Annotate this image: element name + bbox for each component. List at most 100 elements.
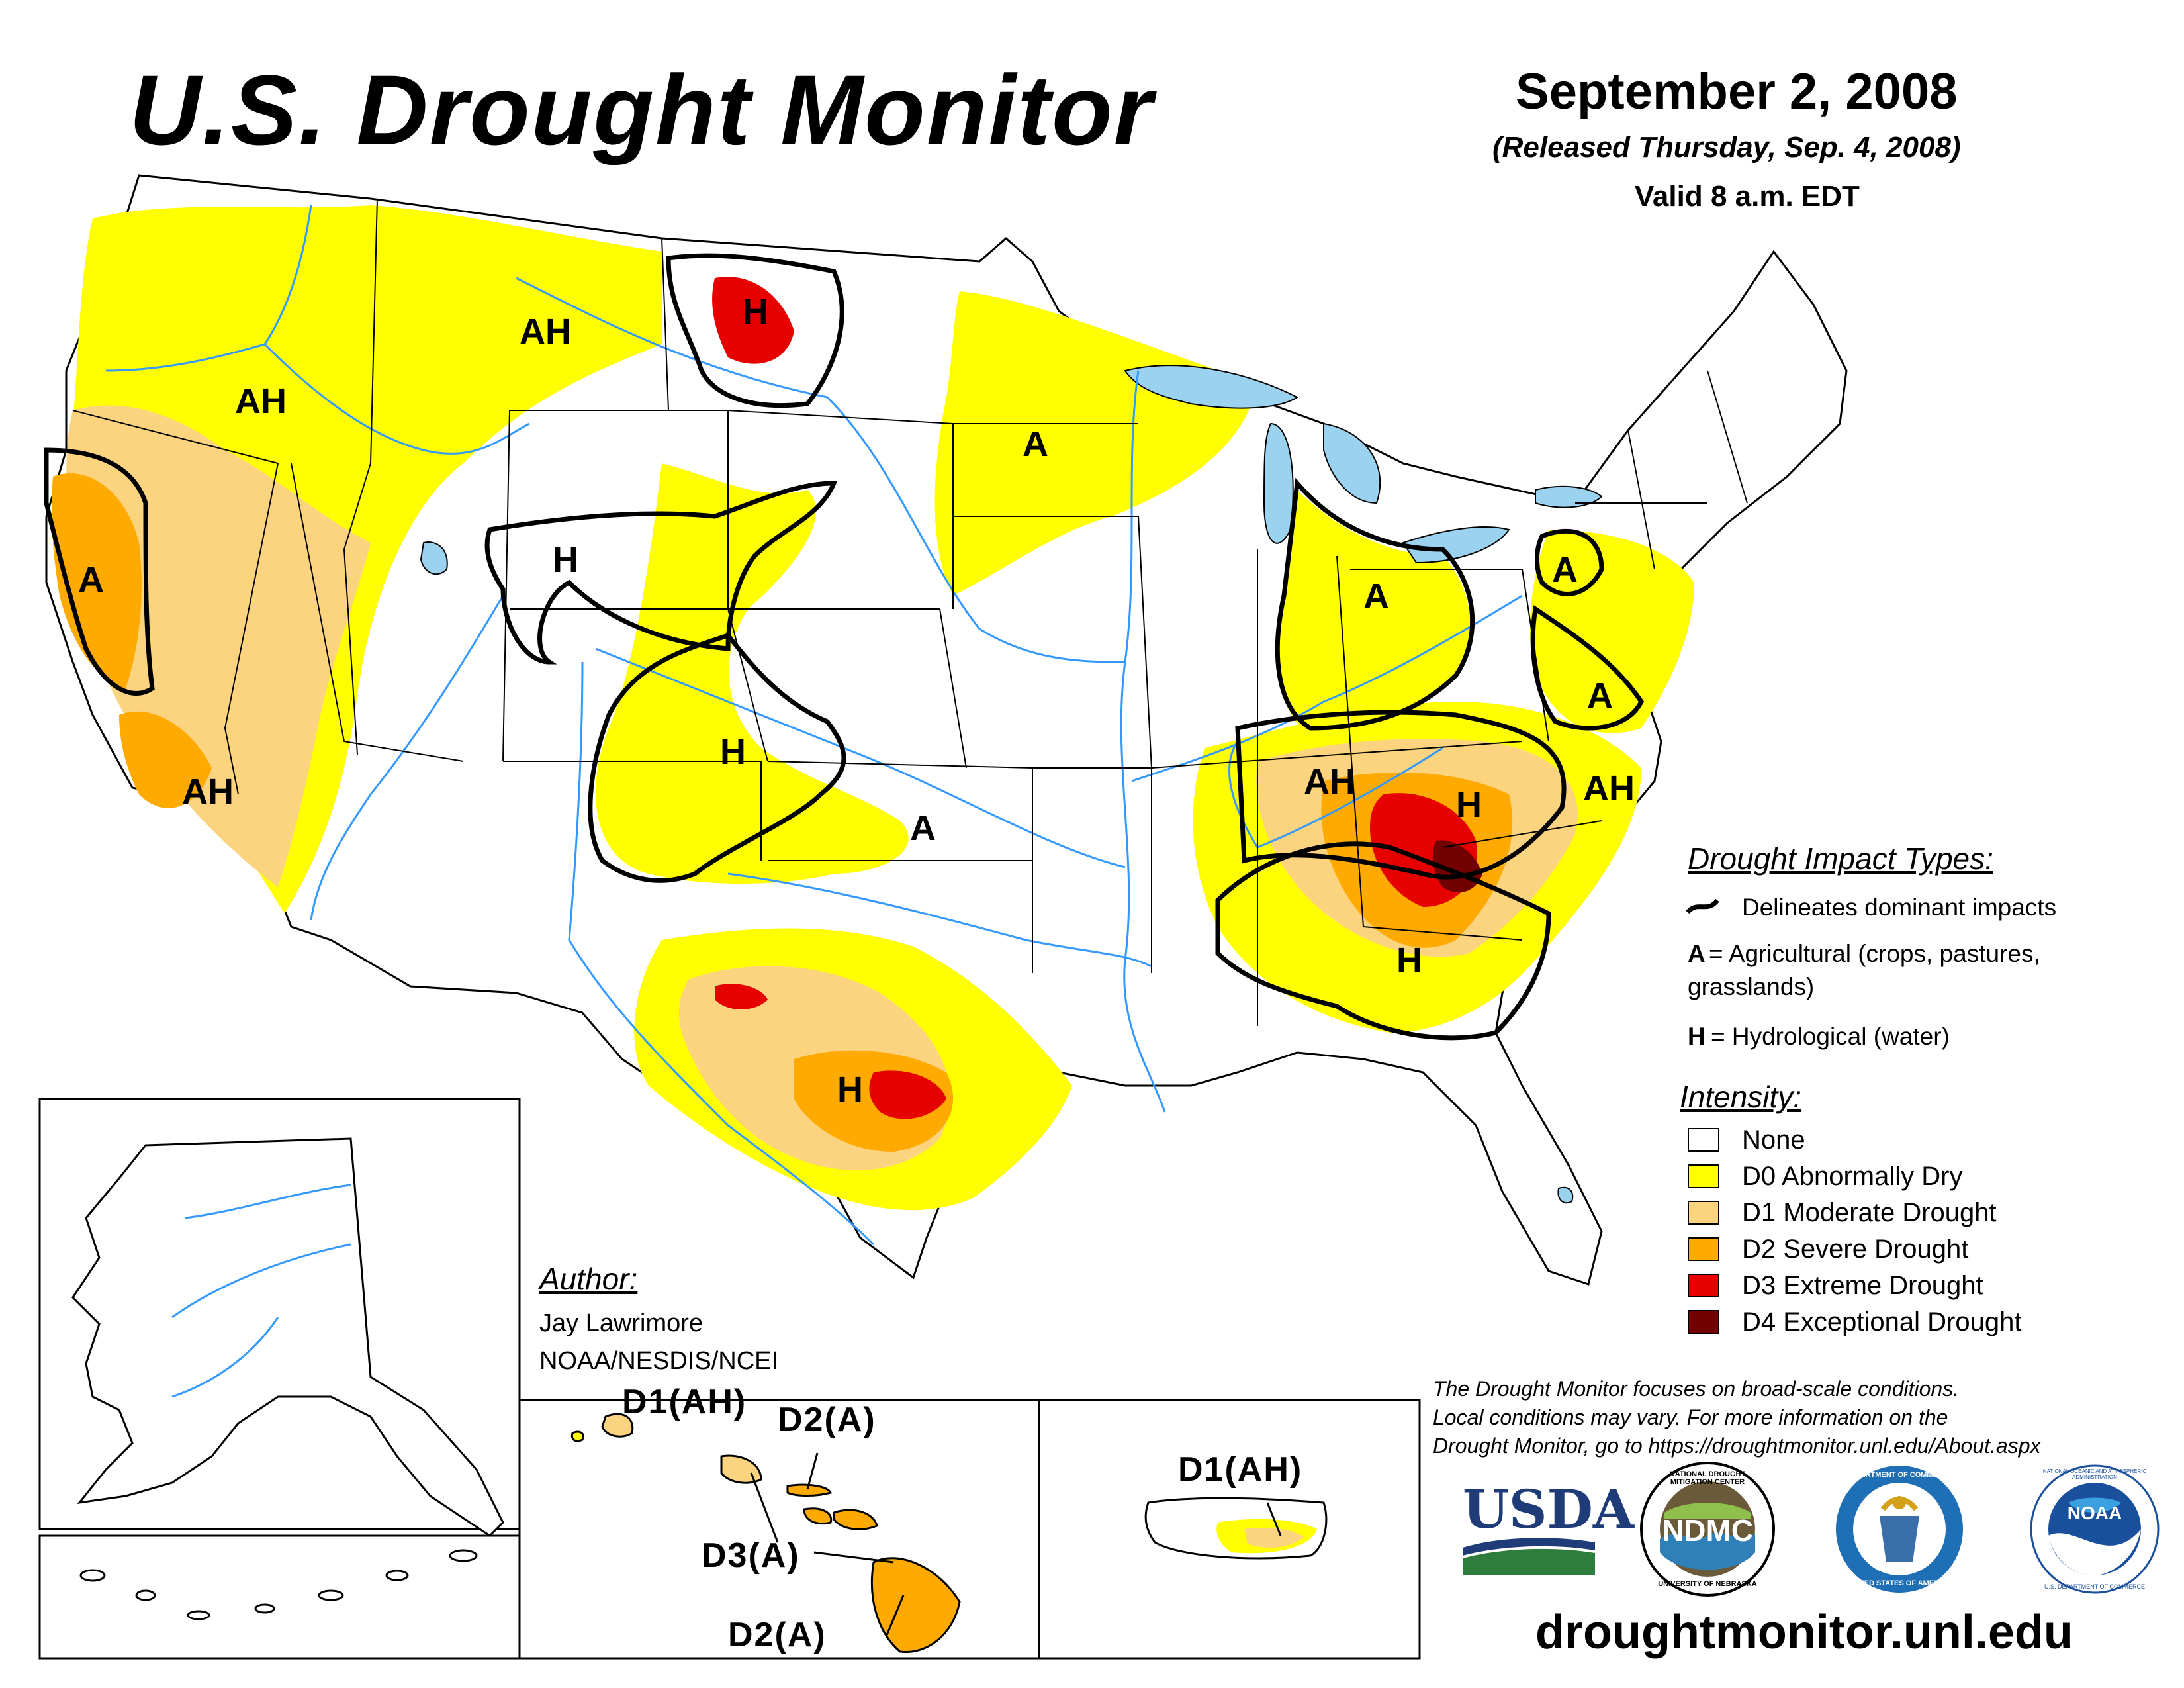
ohio-river (1131, 594, 1523, 782)
commerce-logo: DEPARTMENT OF COMMERCE UNITED STATES OF … (1833, 1463, 1966, 1595)
label-a-virginia: A (1587, 676, 1613, 716)
legend-swatch-d2 (1688, 1237, 1719, 1261)
impact-line-southern-plains (588, 632, 846, 883)
usda-logo-text: USDA (1463, 1478, 1634, 1540)
author-org: NOAA/NESDIS/NCEI (539, 1347, 779, 1375)
label-hawaii-d3a: D3(A) (702, 1536, 800, 1575)
legend-label-d0: D0 Abnormally Dry (1742, 1162, 1963, 1191)
impact-line-central-rockies (484, 481, 838, 665)
puerto-rico-d1 (1244, 1528, 1304, 1548)
ndmc-ring-top: NATIONAL DROUGHT MITIGATION CENTER (1669, 1470, 1746, 1486)
d1-west (66, 405, 371, 887)
note-line-3: Drought Monitor, go to https://droughtmo… (1433, 1434, 2041, 1458)
mississippi-river (1120, 370, 1166, 1113)
author-name: Jay Lawrimore (539, 1309, 704, 1337)
impact-h-key: H (1688, 1023, 1706, 1050)
legend-swatch-d1 (1688, 1201, 1719, 1225)
label-ah-montana: AH (520, 312, 571, 352)
impact-line-southeast-upper (1235, 710, 1567, 880)
d0-mid-atlantic (1529, 530, 1694, 733)
impact-a-key: A (1688, 940, 1706, 967)
release-date: (Released Thursday, Sep. 4, 2008) (1492, 131, 1961, 164)
snake-river (263, 343, 530, 455)
impact-a-desc-2: grasslands) (1688, 973, 1815, 1000)
note-line-1: The Drought Monitor focuses on broad-sca… (1433, 1377, 1960, 1401)
label-h-north-dakota: H (743, 292, 768, 332)
label-h-wyoming: H (553, 540, 578, 580)
legend-label-d2: D2 Severe Drought (1742, 1235, 1969, 1264)
legend-label-d1: D1 Moderate Drought (1742, 1198, 1997, 1227)
lake-ontario (1535, 485, 1603, 508)
red-river (727, 872, 1152, 968)
legend-label-d4: D4 Exceptional Drought (1742, 1307, 2022, 1336)
impact-line-northeast (1535, 528, 1604, 596)
legend-swatch-d0 (1688, 1164, 1719, 1188)
impact-h-desc: = Hydrological (water) (1711, 1023, 1950, 1050)
label-h-tennessee: H (1456, 785, 1482, 825)
label-a-minnesota: A (1023, 424, 1048, 464)
noaa-logo-text: NOAA (2067, 1503, 2122, 1523)
great-salt-lake (420, 541, 448, 575)
note-line-2: Local conditions may vary. For more info… (1433, 1405, 1948, 1429)
footer-url[interactable]: droughtmonitor.unl.edu (1535, 1606, 2073, 1659)
valid-time: Valid 8 a.m. EDT (1635, 180, 1860, 212)
rio-grande (568, 661, 875, 1246)
impact-a-desc: = Agricultural (crops, pastures, (1709, 940, 2040, 967)
d3-central-texas (869, 1070, 946, 1119)
rivers (105, 205, 1523, 1246)
impact-boundaries (44, 253, 1645, 1041)
alaska-outline (71, 1137, 504, 1537)
arkansas-river (595, 647, 1126, 868)
impact-legend-title: Drought Impact Types: (1688, 841, 1993, 876)
ndmc-logo: NDMC NATIONAL DROUGHT MITIGATION CENTER … (1638, 1460, 1777, 1599)
impact-line-southeast-lower (1215, 841, 1551, 1041)
noaa-logo: NOAA NATIONAL OCEANIC AND ATMOSPHERIC AD… (2028, 1463, 2161, 1595)
ndmc-logo-text: NDMC (1662, 1513, 1753, 1548)
lake-superior (1124, 365, 1298, 409)
map-date: September 2, 2008 (1516, 64, 1958, 120)
label-a-pennsylvania: A (1552, 550, 1578, 590)
label-ah-california: AH (182, 772, 234, 812)
d3-northern-plains (712, 277, 794, 364)
label-h-colorado: H (720, 732, 746, 772)
hawaii-islands (570, 1413, 961, 1654)
impact-line-montana-nd (666, 253, 844, 408)
label-hawaii-d2a-maui: D2(A) (778, 1401, 876, 1439)
legend-label-none: None (1742, 1125, 1805, 1154)
lake-okeechobee (1557, 1186, 1574, 1204)
colorado-river (310, 595, 504, 921)
author-title: Author: (539, 1262, 638, 1296)
label-h-texas: H (837, 1070, 863, 1109)
lakes (420, 365, 1603, 1204)
legend-swatch-d4 (1688, 1310, 1719, 1334)
label-ah-kentucky: AH (1304, 762, 1355, 802)
d0-central-plains (596, 463, 909, 884)
impact-line-sample (1686, 898, 1719, 914)
label-hawaii-d2a-big-island: D2(A) (728, 1616, 827, 1654)
label-a-oklahoma: A (910, 808, 936, 848)
label-ah-north-carolina: AH (1583, 769, 1635, 808)
noaa-ring-top: NATIONAL OCEANIC AND ATMOSPHERIC ADMINIS… (2042, 1468, 2147, 1480)
legend-swatch-none (1688, 1128, 1719, 1152)
d2-central-valley (119, 711, 212, 808)
map-title: U.S. Drought Monitor (129, 54, 1154, 165)
label-a-california: A (78, 560, 104, 600)
lake-erie (1402, 526, 1510, 564)
intensity-legend-title: Intensity: (1680, 1080, 1802, 1114)
label-ah-oregon: AH (235, 381, 287, 421)
state-boundaries (72, 198, 1748, 1026)
alaska-rivers (171, 1184, 351, 1398)
d0-ohio-valley (1277, 490, 1471, 735)
d2-california (52, 473, 142, 688)
label-puerto-rico-d1ah: D1(AH) (1178, 1450, 1303, 1489)
hawaii-label-pointers (750, 1452, 905, 1636)
aleutian-islands (79, 1549, 478, 1620)
impact-line-desc: Delineates dominant impacts (1742, 894, 2057, 921)
commerce-ring-top: DEPARTMENT OF COMMERCE (1845, 1471, 1954, 1479)
ndmc-ring-bottom: UNIVERSITY OF NEBRASKA (1658, 1580, 1757, 1588)
impact-line-mid-atlantic (1530, 605, 1645, 731)
tennessee-river (1228, 741, 1443, 849)
noaa-ring-bottom: U.S. DEPARTMENT OF COMMERCE (2044, 1583, 2145, 1590)
legend-swatch-d3 (1688, 1274, 1719, 1297)
